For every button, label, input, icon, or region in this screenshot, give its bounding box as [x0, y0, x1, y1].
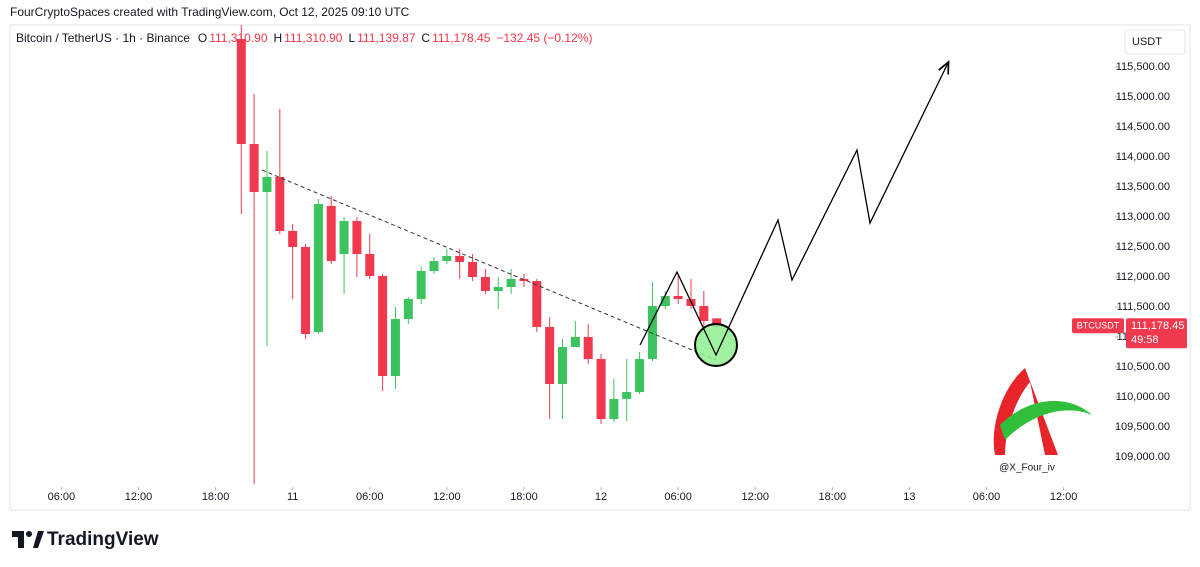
candle-body — [699, 305, 709, 321]
candle-body — [622, 392, 632, 399]
candle-body — [275, 176, 285, 231]
last-price: 111,178.45 — [1131, 320, 1184, 332]
x-tick-label: 11 — [287, 491, 298, 503]
candle-body — [365, 254, 375, 276]
candle-body — [249, 143, 259, 192]
x-tick-label: 12:00 — [125, 491, 153, 503]
candle-body — [506, 278, 516, 288]
x-tick-label: 12 — [595, 491, 607, 503]
x-tick-label: 12:00 — [433, 491, 461, 503]
x-tick-label: 18:00 — [510, 491, 538, 503]
ohlc-value: 111,178.45 — [432, 31, 491, 45]
price-box — [1126, 318, 1187, 349]
candle-body — [493, 287, 503, 291]
x-tick-label: 12:00 — [741, 491, 769, 503]
candle-body — [647, 305, 657, 360]
ticker-box — [1072, 318, 1124, 334]
projection-path — [639, 63, 948, 357]
chart-frame — [9, 24, 1191, 511]
candle-body — [442, 256, 452, 261]
candle-body — [429, 260, 439, 271]
ohlc-value: 111,139.87 — [357, 31, 416, 45]
brand: TradingView — [47, 529, 159, 550]
watermark: @X_Four_iv — [999, 463, 1055, 474]
candle-body — [583, 337, 593, 360]
countdown: 49:58 — [1131, 334, 1159, 346]
candle-body — [596, 359, 606, 420]
symbol: Bitcoin / TetherUS · 1h · Binance — [16, 31, 190, 45]
candle-body — [455, 256, 465, 262]
trend-line — [261, 169, 717, 361]
candle-body — [519, 278, 529, 282]
candle-body — [480, 277, 490, 291]
candle-body — [236, 39, 246, 144]
ohlc-value: 111,310.90 — [209, 31, 268, 45]
brand-logo — [12, 531, 44, 548]
candle-body — [558, 347, 567, 384]
x-tick-label: 12:00 — [1050, 491, 1078, 503]
candle-body — [532, 281, 542, 327]
candle-body — [673, 296, 683, 300]
y-tick-label: 113,000.00 — [1116, 211, 1170, 223]
candle-body — [416, 271, 426, 300]
y-tick-label: 115,000.00 — [1116, 91, 1170, 103]
candle-body — [609, 398, 619, 420]
x-tick-label: 06:00 — [48, 491, 76, 503]
candle-body — [288, 230, 298, 247]
y-tick-label: 109,500.00 — [1115, 421, 1170, 433]
currency-box — [1124, 29, 1186, 55]
plot — [236, 25, 722, 484]
ohlc-value: 111,310.90 — [284, 31, 343, 45]
x-tick-label: 06:00 — [664, 491, 692, 503]
currency: USDT — [1132, 36, 1162, 48]
y-tick-label: 112,000.00 — [1116, 271, 1170, 283]
y-tick-label: 109,000.00 — [1115, 451, 1170, 463]
candle-body — [712, 318, 722, 327]
y-tick-label: 114,500.00 — [1116, 121, 1170, 133]
ohlc-label: H — [274, 31, 283, 45]
y-tick-label: 111,500.00 — [1117, 301, 1170, 313]
watermark-logo — [993, 368, 1092, 455]
y-tick-label: 112,500.00 — [1116, 241, 1170, 253]
ohlc-label: L — [348, 31, 355, 45]
candle-body — [313, 203, 323, 333]
candle-body — [545, 326, 555, 384]
candle-body — [570, 337, 580, 348]
y-tick-label: 114,000.00 — [1116, 151, 1170, 163]
candle-body — [352, 221, 362, 255]
candle-body — [403, 299, 413, 319]
y-tick-label: 110,000.00 — [1116, 391, 1170, 403]
change: −132.45 (−0.12%) — [496, 31, 592, 45]
target-circle — [694, 323, 738, 367]
y-tick-label: 113,500.00 — [1116, 181, 1170, 193]
ohlc-label: C — [421, 31, 430, 45]
candle-body — [390, 319, 400, 376]
candle-body — [301, 247, 311, 334]
candle-body — [635, 359, 645, 393]
candle-body — [378, 275, 388, 376]
candle-body — [660, 296, 670, 306]
y-tick-label: 115,500.00 — [1116, 61, 1170, 73]
candle-body — [262, 176, 272, 192]
x-tick-label: 13 — [903, 491, 915, 503]
candle-body — [339, 221, 349, 255]
y-tick-label: 110,500.00 — [1116, 361, 1170, 373]
x-tick-label: 18:00 — [819, 491, 847, 503]
candle-body — [326, 206, 336, 261]
candle-body — [468, 262, 478, 277]
ohlc-label: O — [198, 31, 207, 45]
x-tick-label: 18:00 — [202, 491, 230, 503]
credit: FourCryptoSpaces created with TradingVie… — [10, 5, 410, 19]
x-tick-label: 06:00 — [973, 491, 1001, 503]
x-tick-label: 06:00 — [356, 491, 384, 503]
ticker: BTCUSDT — [1077, 321, 1120, 331]
